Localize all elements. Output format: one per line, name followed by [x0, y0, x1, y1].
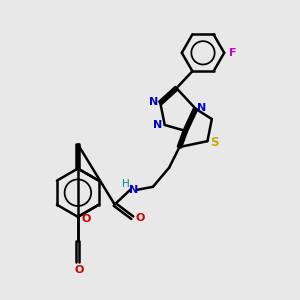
Text: F: F: [229, 48, 236, 58]
Text: N: N: [129, 185, 138, 195]
Text: O: O: [75, 265, 84, 275]
Text: H: H: [122, 179, 130, 189]
Text: N: N: [197, 103, 206, 113]
Text: N: N: [153, 120, 162, 130]
Text: S: S: [210, 136, 218, 149]
Text: N: N: [149, 97, 158, 107]
Text: O: O: [81, 214, 91, 224]
Text: O: O: [135, 213, 145, 223]
